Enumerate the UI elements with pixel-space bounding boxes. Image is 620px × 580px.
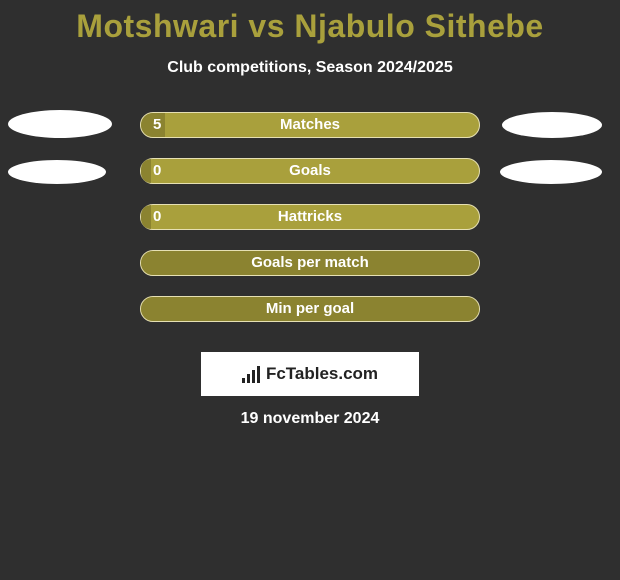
logo-chart-icon (242, 365, 260, 383)
logo-text: FcTables.com (266, 364, 378, 384)
stat-row: 0Hattricks (0, 204, 620, 250)
stat-label: Goals per match (141, 251, 479, 275)
stat-label: Goals (141, 159, 479, 183)
stat-rows: 5Matches 0Goals 0Hattricks Goals per match M… (0, 112, 620, 342)
stat-row: 0Goals (0, 158, 620, 204)
stat-bar: Goals per match (140, 250, 480, 276)
player-marker-right (502, 112, 602, 138)
footer-date: 19 november 2024 (0, 410, 620, 428)
stat-row: 5Matches (0, 112, 620, 158)
source-logo: FcTables.com (201, 352, 419, 396)
player-marker-left (8, 160, 106, 184)
page-title: Motshwari vs Njabulo Sithebe (0, 0, 620, 45)
stat-bar: 5Matches (140, 112, 480, 138)
stat-label: Min per goal (141, 297, 479, 321)
comparison-infographic: Motshwari vs Njabulo Sithebe Club compet… (0, 0, 620, 580)
player-marker-right (500, 160, 602, 184)
stat-bar: 0Goals (140, 158, 480, 184)
page-subtitle: Club competitions, Season 2024/2025 (0, 59, 620, 77)
stat-row: Goals per match (0, 250, 620, 296)
stat-bar: Min per goal (140, 296, 480, 322)
stat-row: Min per goal (0, 296, 620, 342)
stat-label: Hattricks (141, 205, 479, 229)
stat-label: Matches (141, 113, 479, 137)
player-marker-left (8, 110, 112, 138)
stat-bar: 0Hattricks (140, 204, 480, 230)
